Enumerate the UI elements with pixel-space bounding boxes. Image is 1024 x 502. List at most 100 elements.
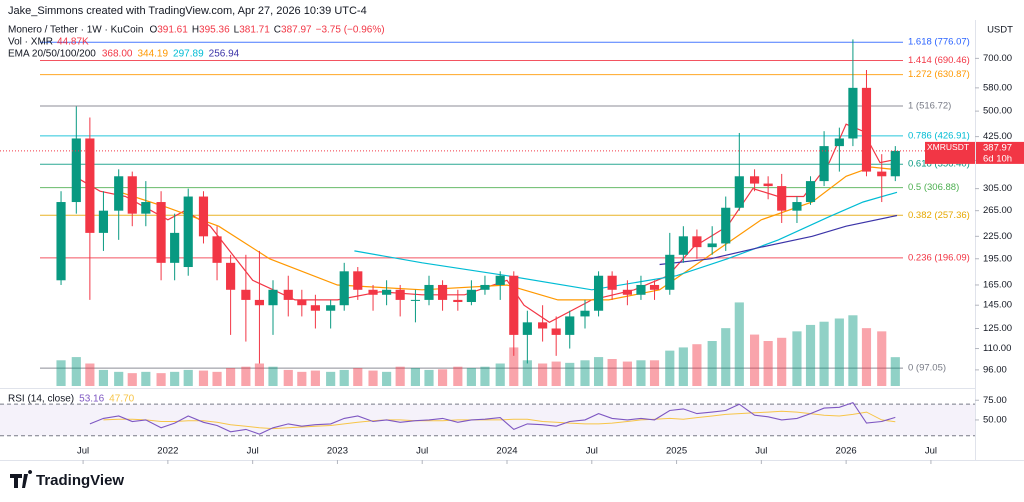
volume-bar xyxy=(198,370,209,386)
candle-body xyxy=(198,196,209,237)
volume-value: 44.87K xyxy=(57,37,89,48)
volume-bar xyxy=(665,350,675,386)
rsi-label: RSI (14, close) xyxy=(8,394,74,405)
fib-label: 1.414 (690.46) xyxy=(908,55,970,66)
ohlc-value: 395.36 xyxy=(199,25,230,36)
y-tick-label: 265.00 xyxy=(983,205,1012,216)
candle-body xyxy=(268,289,278,306)
candle-body xyxy=(890,150,900,177)
ohlc-label: L xyxy=(234,25,240,36)
candle-body xyxy=(212,236,222,263)
ema-value: 256.94 xyxy=(209,49,240,60)
volume-bar xyxy=(382,371,392,386)
ohlc-label: O xyxy=(149,25,157,36)
x-tick-label: Jul xyxy=(925,446,937,457)
candle-body xyxy=(565,316,575,335)
fib-label: 0.5 (306.88) xyxy=(908,182,959,193)
volume-bar xyxy=(254,363,265,386)
volume-bar xyxy=(56,360,66,386)
volume-bar xyxy=(580,360,590,386)
candle-body xyxy=(734,176,744,208)
fib-label: 0.786 (426.91) xyxy=(908,130,970,141)
candle-body xyxy=(509,275,519,335)
currency-label: USDT xyxy=(987,25,1013,36)
volume-bar xyxy=(326,371,336,386)
ohlc-label: H xyxy=(192,25,199,36)
candle-body xyxy=(665,254,675,290)
candle-body xyxy=(480,284,490,290)
volume-bar xyxy=(368,370,378,386)
ema-line xyxy=(116,166,898,301)
y-tick-label: 96.00 xyxy=(983,364,1007,375)
candle-body xyxy=(326,305,336,311)
candle-body xyxy=(707,243,717,248)
candle-body xyxy=(834,138,844,147)
volume-bar xyxy=(834,318,844,386)
candle-body xyxy=(495,275,505,285)
volume-bar xyxy=(622,361,632,386)
volume-bar xyxy=(649,360,660,386)
candle-body xyxy=(254,299,265,306)
rsi-tick-label: 50.00 xyxy=(983,414,1007,425)
candle-body xyxy=(777,186,787,211)
candle-body xyxy=(226,262,236,290)
price-tag-value: 387.97 xyxy=(983,142,1012,153)
volume-bar xyxy=(890,357,900,386)
candle-body xyxy=(368,289,378,295)
candle-body xyxy=(763,183,773,187)
y-tick-label: 580.00 xyxy=(983,82,1012,93)
volume-bar xyxy=(424,369,434,386)
ohlc-value: 387.97 xyxy=(281,25,312,36)
x-tick-label: 2023 xyxy=(327,446,348,457)
change: −3.75 (−0.96%) xyxy=(316,25,385,36)
candle-body xyxy=(297,299,307,306)
candle-body xyxy=(622,289,632,295)
volume-bar xyxy=(848,315,858,386)
volume-bar xyxy=(183,369,193,386)
candle-body xyxy=(98,210,109,233)
volume-bar xyxy=(593,357,604,386)
y-tick-label: 110.00 xyxy=(983,343,1011,354)
volume-bar xyxy=(395,366,405,386)
x-tick-label: 2025 xyxy=(666,446,687,457)
candle-body xyxy=(437,284,448,300)
candle-body xyxy=(538,322,548,329)
price-tag-bg xyxy=(925,141,975,164)
volume-bar xyxy=(792,331,802,386)
volume-bar xyxy=(85,363,95,386)
fib-label: 1 (516.72) xyxy=(908,100,951,111)
candle-body xyxy=(85,138,95,233)
volume-bar xyxy=(339,369,349,386)
volume-bar xyxy=(721,328,731,386)
y-tick-label: 145.00 xyxy=(983,300,1012,311)
volume-bar xyxy=(777,337,787,386)
volume-bar xyxy=(241,366,251,386)
x-tick-label: Jul xyxy=(586,446,598,457)
ema-label: EMA 20/50/100/200 xyxy=(8,49,96,60)
volume-bar xyxy=(551,361,561,386)
volume-bar xyxy=(127,373,137,386)
volume-bar xyxy=(310,370,320,386)
candle-body xyxy=(141,202,151,214)
candle-body xyxy=(792,202,802,211)
x-tick-label: Jul xyxy=(416,446,428,457)
y-tick-label: 225.00 xyxy=(983,231,1012,242)
candle-body xyxy=(395,289,405,300)
candle-body xyxy=(580,310,590,317)
x-tick-label: Jul xyxy=(755,446,767,457)
price-tag-symbol: XMRUSDT xyxy=(927,142,969,152)
ohlc-value: 391.61 xyxy=(157,25,188,36)
y-tick-label: 125.00 xyxy=(983,323,1012,334)
ema-line xyxy=(659,214,898,266)
ohlc-value: 381.71 xyxy=(239,25,270,36)
volume-bar xyxy=(268,366,278,386)
volume-bar xyxy=(353,368,363,386)
y-tick-label: 165.00 xyxy=(983,279,1012,290)
volume-bar xyxy=(453,366,463,386)
candle-body xyxy=(749,176,760,184)
candle-body xyxy=(410,299,421,301)
symbol: Monero / Tether · 1W · KuCoin xyxy=(8,25,143,36)
ema-value: 368.00 xyxy=(102,49,133,60)
candle-body xyxy=(649,284,660,290)
